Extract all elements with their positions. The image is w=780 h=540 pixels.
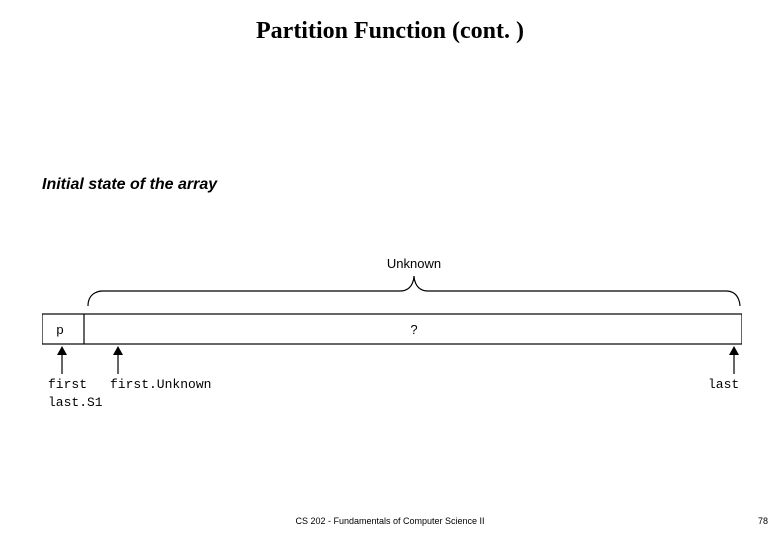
footer-course: CS 202 - Fundamentals of Computer Scienc… (0, 516, 780, 526)
unknown-brace (88, 276, 740, 306)
pointer-arrowhead-1 (113, 346, 123, 355)
diagram-svg: Unknown p? first first.Unknown last last.S1 (42, 258, 742, 438)
partition-diagram: Unknown p? first first.Unknown last last.S1 (42, 258, 742, 438)
label-first-unknown: first.Unknown (110, 377, 211, 392)
label-last-s1: last.S1 (48, 395, 103, 410)
label-question: ? (410, 322, 417, 337)
pointer-arrowhead-0 (57, 346, 67, 355)
label-last: last (708, 377, 739, 392)
label-first: first (48, 377, 87, 392)
section-subtitle: Initial state of the array (42, 176, 217, 194)
array-rect (42, 314, 742, 344)
footer-page-number: 78 (758, 516, 768, 526)
pointer-arrowhead-2 (729, 346, 739, 355)
label-pivot: p (56, 322, 63, 337)
page-title: Partition Function (cont. ) (0, 18, 780, 45)
label-unknown: Unknown (387, 258, 441, 271)
